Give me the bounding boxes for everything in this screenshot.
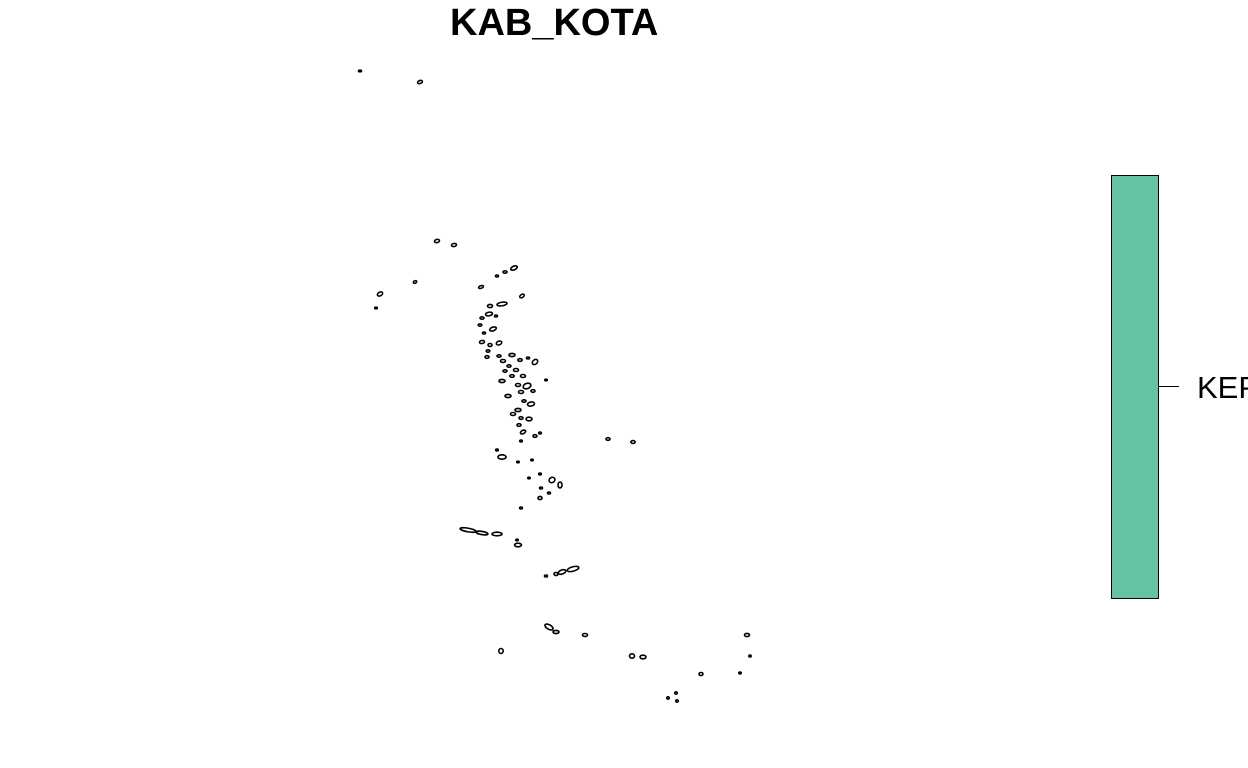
island-85 [747, 654, 752, 658]
island-3 [433, 238, 441, 244]
island-25 [484, 354, 490, 360]
island-35 [502, 368, 508, 373]
island-36 [508, 373, 515, 379]
island-82 [743, 632, 751, 638]
island-34 [519, 373, 527, 379]
island-81 [497, 647, 504, 655]
island-31 [525, 356, 531, 360]
island-50 [516, 422, 522, 428]
island-41 [530, 388, 536, 394]
island-61 [537, 472, 543, 476]
island-42 [517, 389, 525, 395]
island-77 [566, 565, 580, 573]
island-89 [673, 690, 679, 695]
island-49 [525, 416, 533, 422]
island-40 [522, 382, 532, 390]
island-78 [544, 623, 554, 631]
island-70 [475, 530, 489, 536]
legend-color-bar [1111, 175, 1159, 599]
legend-tick [1159, 386, 1179, 387]
island-88 [665, 695, 671, 700]
island-87 [737, 671, 742, 675]
island-20 [481, 331, 487, 335]
island-21 [478, 339, 486, 345]
island-26 [496, 353, 502, 358]
island-48 [518, 415, 524, 421]
island-46 [514, 407, 522, 413]
island-62 [526, 476, 531, 480]
island-10 [376, 291, 384, 297]
island-79 [552, 629, 560, 635]
island-55 [605, 436, 611, 442]
island-38 [543, 378, 548, 382]
island-67 [537, 495, 543, 501]
island-12 [518, 293, 526, 299]
island-19 [488, 326, 498, 332]
island-1 [357, 69, 363, 73]
map-title: KAB_KOTA [450, 2, 659, 44]
island-69 [459, 526, 477, 534]
island-2 [416, 79, 424, 85]
island-58 [497, 453, 507, 460]
island-71 [491, 531, 503, 537]
island-51 [519, 429, 527, 435]
island-18 [477, 323, 483, 327]
island-64 [557, 481, 563, 489]
island-76 [557, 568, 567, 576]
island-53 [537, 431, 543, 435]
island-6 [502, 269, 508, 274]
island-80 [581, 632, 589, 638]
island-84 [639, 654, 647, 660]
island-90 [674, 698, 680, 703]
island-8 [477, 284, 485, 290]
legend-label: KEPULAUAN SERIBU [1197, 370, 1248, 405]
island-43 [504, 393, 512, 399]
island-57 [494, 448, 500, 452]
island-72 [513, 542, 523, 548]
island-74 [543, 574, 549, 578]
island-33 [512, 367, 520, 373]
island-13 [496, 301, 508, 307]
island-54 [518, 439, 524, 443]
island-17 [493, 314, 499, 318]
island-56 [629, 439, 636, 445]
island-32 [531, 358, 539, 366]
island-24 [485, 348, 491, 353]
island-29 [506, 363, 512, 368]
island-47 [509, 411, 517, 417]
island-16 [479, 315, 485, 320]
island-28 [499, 358, 507, 364]
island-45 [526, 401, 536, 407]
island-14 [486, 303, 494, 309]
island-63 [548, 476, 556, 484]
island-59 [515, 460, 520, 464]
island-4 [450, 242, 458, 248]
island-30 [516, 357, 523, 363]
island-44 [521, 398, 527, 403]
island-7 [494, 274, 500, 278]
island-37 [498, 378, 506, 384]
island-5 [509, 264, 519, 272]
island-outlines [357, 69, 752, 703]
island-60 [529, 458, 534, 462]
island-52 [532, 433, 538, 439]
island-11 [373, 306, 379, 310]
island-27 [508, 352, 516, 358]
island-86 [698, 671, 704, 677]
island-73 [514, 538, 519, 542]
island-68 [518, 506, 524, 510]
island-9 [412, 279, 418, 285]
island-65 [538, 486, 544, 490]
island-23 [495, 340, 503, 346]
island-39 [514, 382, 522, 388]
island-22 [487, 342, 493, 348]
island-83 [628, 652, 636, 659]
island-66 [546, 491, 552, 495]
island-15 [484, 311, 494, 317]
